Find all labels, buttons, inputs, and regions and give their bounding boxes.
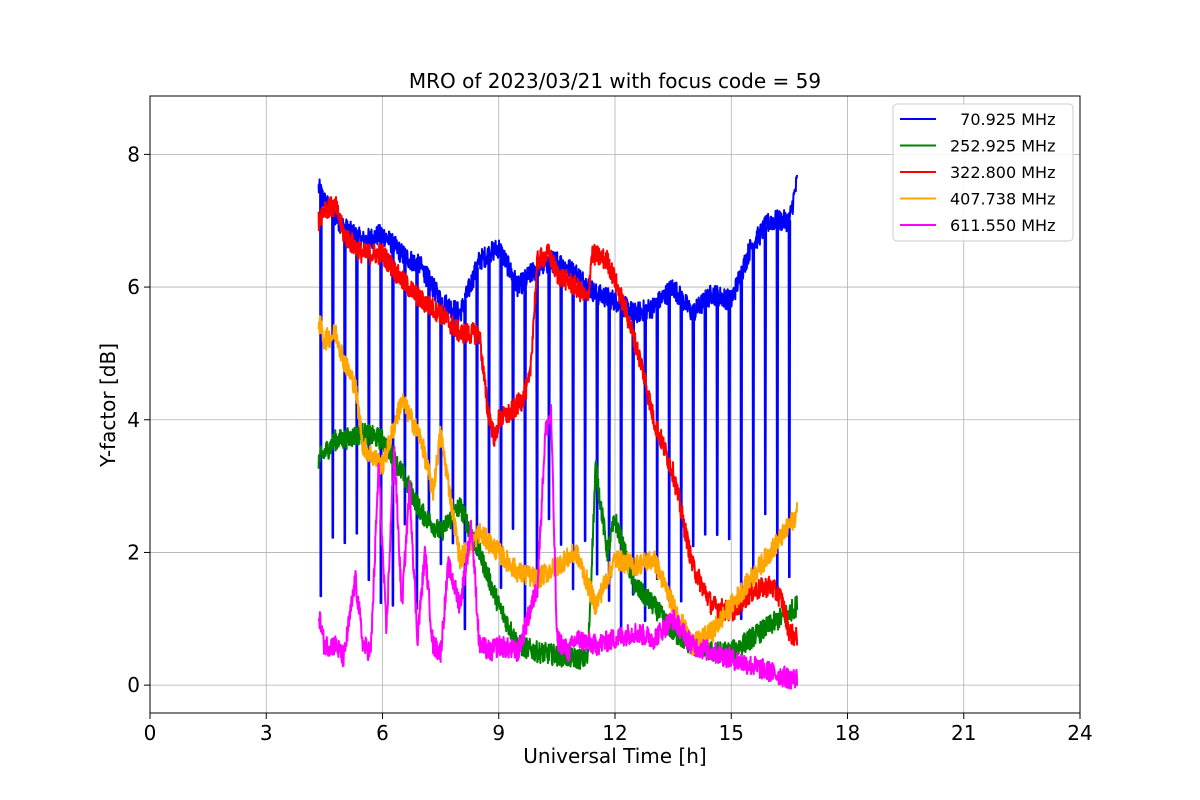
- x-tick-label: 12: [602, 721, 627, 745]
- series-line-2: [317, 196, 799, 647]
- x-tick-label: 0: [144, 721, 157, 745]
- series-layer: [317, 174, 799, 690]
- y-tick-label: 2: [127, 540, 140, 564]
- y-axis-ticks: 0 2 4 6 8: [127, 142, 150, 697]
- y-tick-label: 4: [127, 408, 140, 432]
- x-axis-label: Universal Time [h]: [523, 744, 706, 768]
- legend-entry-1: 252.925 MHz: [950, 137, 1055, 156]
- x-axis-ticks: 0 3 6 9 12 15 18 21 24: [144, 713, 1093, 745]
- series-line-4: [317, 404, 799, 690]
- y-tick-label: 8: [127, 142, 140, 166]
- y-tick-label: 6: [127, 275, 140, 299]
- x-tick-label: 6: [376, 721, 389, 745]
- legend: 70.925 MHz 252.925 MHz 322.800 MHz 407.738 …: [892, 103, 1074, 242]
- x-tick-label: 9: [492, 721, 505, 745]
- legend-box: [892, 103, 1074, 242]
- legend-entry-2: 322.800 MHz: [950, 163, 1055, 182]
- y-tick-label: 0: [127, 673, 140, 697]
- y-axis-label: Y-factor [dB]: [96, 343, 120, 468]
- x-tick-label: 18: [835, 721, 860, 745]
- x-tick-label: 24: [1067, 721, 1092, 745]
- x-tick-label: 3: [260, 721, 273, 745]
- legend-entry-0: 70.925 MHz: [950, 110, 1055, 129]
- legend-entry-3: 407.738 MHz: [950, 190, 1055, 209]
- series-line-3: [317, 315, 799, 656]
- legend-entry-4: 611.550 MHz: [950, 216, 1055, 235]
- x-tick-label: 15: [719, 721, 744, 745]
- series-line-1: [317, 422, 799, 670]
- chart-title: MRO of 2023/03/21 with focus code = 59: [409, 69, 821, 93]
- x-tick-label: 21: [951, 721, 976, 745]
